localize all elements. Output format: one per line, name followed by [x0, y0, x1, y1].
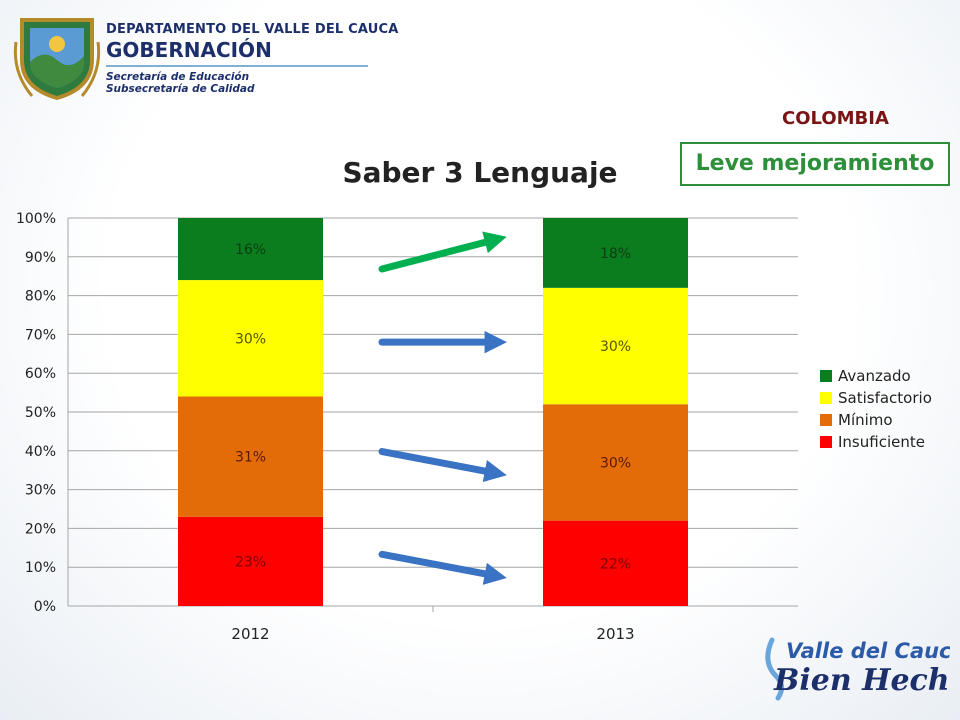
y-tick-label: 100% [16, 211, 56, 227]
improvement-callout-text: Leve mejoramiento [695, 151, 935, 176]
legend-swatch [820, 370, 832, 382]
y-tick-label: 50% [25, 405, 56, 421]
data-label: 18% [600, 246, 631, 262]
bar-segment [543, 404, 688, 521]
valle-bien-hecho-logo: Valle del Cauca Bien Hecho! [760, 632, 960, 706]
legend-swatch [820, 414, 832, 426]
x-tick-label: 2012 [231, 625, 269, 643]
trend-down-arrow [378, 448, 507, 483]
data-label: 31% [235, 450, 266, 466]
y-tick-label: 20% [25, 521, 56, 537]
brand-line-1: Valle del Cauca [786, 639, 950, 663]
bar-segment [178, 218, 323, 281]
trend-down-arrow [378, 550, 507, 585]
y-tick-label: 70% [25, 327, 56, 343]
y-tick-label: 10% [25, 560, 56, 576]
legend-label: Satisfactorio [838, 389, 932, 407]
government-name: GOBERNACIÓN [106, 38, 272, 62]
data-label: 22% [600, 556, 631, 572]
data-label: 30% [600, 339, 631, 355]
stacked-bar-chart: 0% 10% 20% 30% 40% 50% 60% 70% 80% 90% 100% 2012 201… [16, 211, 932, 643]
y-tick-label: 90% [25, 250, 56, 266]
data-label: 30% [235, 331, 266, 347]
department-name: DEPARTAMENTO DEL VALLE DEL CAUCA [106, 22, 399, 37]
y-tick-label: 80% [25, 289, 56, 305]
bar-segment [178, 516, 323, 606]
legend-label: Mínimo [838, 411, 893, 429]
legend-swatch [820, 436, 832, 448]
bar-segment [543, 218, 688, 288]
data-label: 16% [235, 242, 266, 258]
legend-label: Insuficiente [838, 433, 925, 451]
x-tick-label: 2013 [596, 625, 634, 643]
bar-segment [178, 396, 323, 517]
improvement-callout-box: Leve mejoramiento [680, 142, 950, 186]
y-tick-label: 60% [25, 366, 56, 382]
brand-line-2: Bien Hecho! [773, 663, 950, 698]
valle-del-cauca-coat-of-arms-logo [12, 12, 102, 102]
y-tick-label: 0% [34, 599, 56, 615]
secretariat-name: Secretaría de Educación [106, 71, 250, 83]
bar-segment [543, 520, 688, 606]
subsecretariat-name: Subsecretaría de Calidad [106, 83, 255, 95]
data-label: 30% [600, 455, 631, 471]
legend-swatch [820, 392, 832, 404]
y-tick-label: 30% [25, 483, 56, 499]
country-label: COLOMBIA [782, 108, 889, 129]
government-header: DEPARTAMENTO DEL VALLE DEL CAUCA GOBERNA… [106, 22, 399, 95]
header-divider [106, 65, 368, 67]
trend-up-arrow [378, 231, 507, 273]
bar-segment [543, 287, 688, 405]
y-tick-label: 40% [25, 444, 56, 460]
legend-label: Avanzado [838, 367, 911, 385]
bar-segment [178, 280, 323, 397]
chart-title: Saber 3 Lenguaje [342, 156, 618, 189]
data-label: 23% [235, 554, 266, 570]
